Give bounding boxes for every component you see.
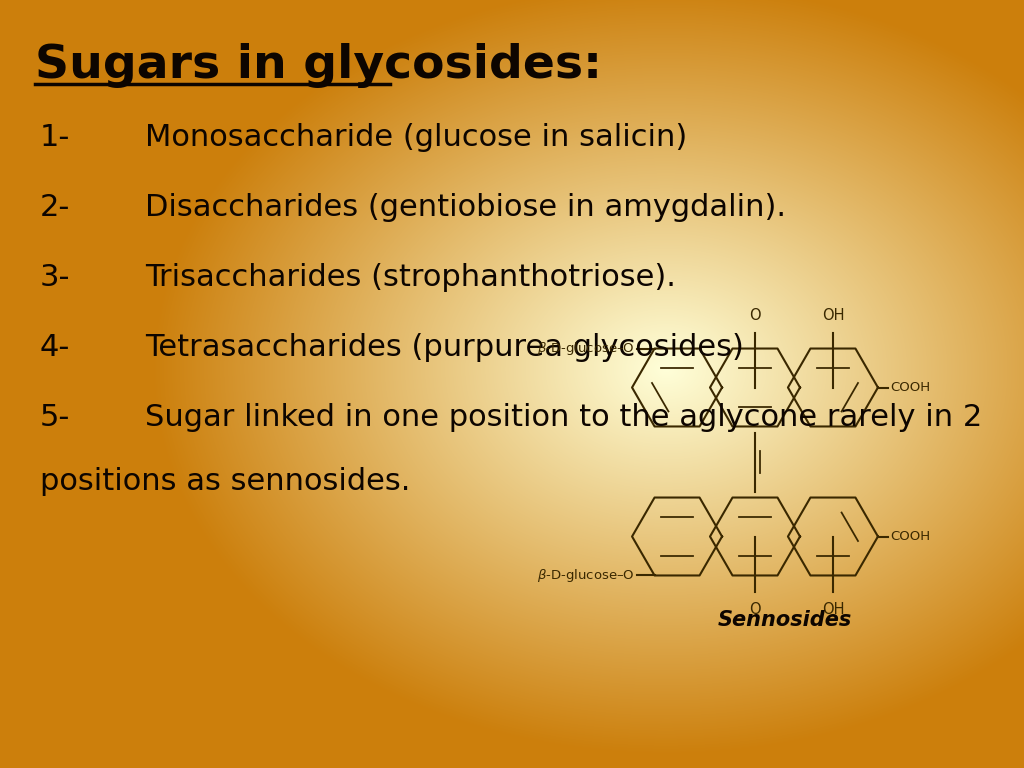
Text: $\beta$-D-glucose–O: $\beta$-D-glucose–O (537, 567, 635, 584)
Text: O: O (750, 307, 761, 323)
Text: Trisaccharides (strophanthotriose).: Trisaccharides (strophanthotriose). (145, 263, 676, 292)
Text: 3-: 3- (40, 263, 71, 292)
Text: COOH: COOH (890, 381, 930, 394)
Text: positions as sennosides.: positions as sennosides. (40, 467, 411, 496)
Text: O: O (750, 601, 761, 617)
Text: OH: OH (821, 307, 844, 323)
Text: Disaccharides (gentiobiose in amygdalin).: Disaccharides (gentiobiose in amygdalin)… (145, 193, 786, 222)
Text: 1-: 1- (40, 123, 71, 152)
Text: Sennosides: Sennosides (718, 610, 852, 630)
Text: Monosaccharide (glucose in salicin): Monosaccharide (glucose in salicin) (145, 123, 687, 152)
Text: $\beta$-D-glucose–O: $\beta$-D-glucose–O (537, 340, 635, 357)
Text: Sugars in glycosides:: Sugars in glycosides: (35, 43, 602, 88)
Text: OH: OH (821, 601, 844, 617)
Text: Tetrasaccharides (purpurea glycosides): Tetrasaccharides (purpurea glycosides) (145, 333, 743, 362)
Text: COOH: COOH (890, 530, 930, 543)
Text: 5-: 5- (40, 403, 71, 432)
Text: Sugar linked in one position to the aglycone rarely in 2: Sugar linked in one position to the agly… (145, 403, 982, 432)
Text: 2-: 2- (40, 193, 71, 222)
Text: 4-: 4- (40, 333, 71, 362)
